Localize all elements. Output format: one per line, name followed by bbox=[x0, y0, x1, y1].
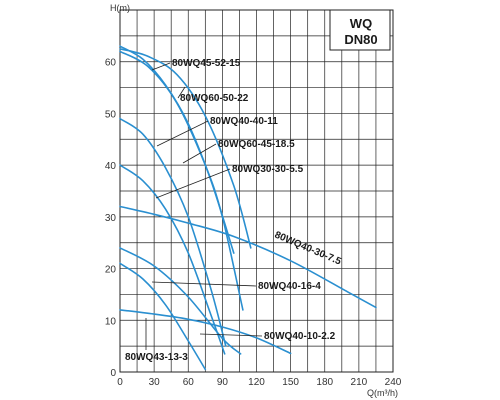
title-box: WQ DN80 bbox=[329, 9, 391, 51]
leader-line bbox=[155, 168, 231, 199]
grid-layer bbox=[119, 9, 394, 373]
x-tick-label: 180 bbox=[316, 377, 333, 388]
curve-label: 80WQ60-50-22 bbox=[180, 93, 249, 104]
chart-title: WQ bbox=[350, 16, 372, 31]
curve-label: 80WQ40-10-2.2 bbox=[264, 331, 336, 342]
y-tick-label: 20 bbox=[105, 265, 117, 276]
curve-label: 80WQ40-16-4 bbox=[258, 281, 321, 292]
curve-80wq40-30-7-5 bbox=[119, 205, 377, 309]
x-tick-label: 60 bbox=[183, 377, 195, 388]
curve-label: 80WQ40-40-11 bbox=[210, 116, 278, 127]
x-tick-label: 210 bbox=[351, 377, 368, 388]
y-tick-label: 60 bbox=[105, 58, 117, 69]
y-axis-label: H(m) bbox=[110, 3, 130, 13]
label-layer: 80WQ45-52-15 80WQ60-50-22 80WQ40-40-11 80WQ… bbox=[125, 58, 343, 363]
curve-80wq60-50-22 bbox=[119, 48, 252, 249]
y-tick-label: 30 bbox=[105, 213, 117, 224]
y-tick-label: 10 bbox=[105, 316, 117, 327]
x-tick-label: 150 bbox=[282, 377, 299, 388]
curve-label: 80WQ45-52-15 bbox=[172, 58, 241, 69]
x-tick-label: 0 bbox=[117, 377, 123, 388]
leader-line bbox=[177, 86, 186, 99]
leader-line bbox=[199, 333, 263, 337]
curve-layer bbox=[119, 45, 377, 371]
chart-subtitle: DN80 bbox=[344, 32, 377, 47]
curve-80wq40-40-11 bbox=[119, 117, 227, 347]
curve-80wq43-13-3 bbox=[119, 262, 207, 371]
leader-layer bbox=[145, 62, 263, 350]
title-box-frame bbox=[329, 9, 391, 51]
leader-line bbox=[151, 281, 257, 287]
curve-80wq60-45-18-5 bbox=[119, 50, 244, 311]
tick-layer: 0 30 60 90 120 150 180 210 240 0 10 20 30 40 50 60 bbox=[105, 58, 402, 388]
y-tick-label: 0 bbox=[110, 368, 116, 379]
leader-line bbox=[151, 62, 171, 71]
curve-label: 80WQ30-30-5.5 bbox=[232, 164, 304, 175]
curve-80wq40-10-2-2 bbox=[119, 309, 292, 355]
leader-line bbox=[156, 120, 209, 147]
x-axis-label: Q(m³/h) bbox=[367, 388, 398, 398]
curve-label: 80WQ43-13-3 bbox=[125, 352, 188, 363]
y-tick-label: 50 bbox=[105, 109, 117, 120]
curve-80wq40-16-4 bbox=[119, 247, 242, 355]
curve-label: 80WQ60-45-18.5 bbox=[218, 139, 295, 150]
y-tick-label: 40 bbox=[105, 161, 117, 172]
curve-80wq30-30-5-5 bbox=[119, 164, 226, 355]
x-tick-label: 30 bbox=[149, 377, 161, 388]
x-tick-label: 90 bbox=[217, 377, 229, 388]
leader-line bbox=[182, 143, 217, 164]
plot-frame bbox=[119, 9, 394, 373]
x-tick-label: 120 bbox=[248, 377, 265, 388]
x-tick-label: 240 bbox=[385, 377, 402, 388]
